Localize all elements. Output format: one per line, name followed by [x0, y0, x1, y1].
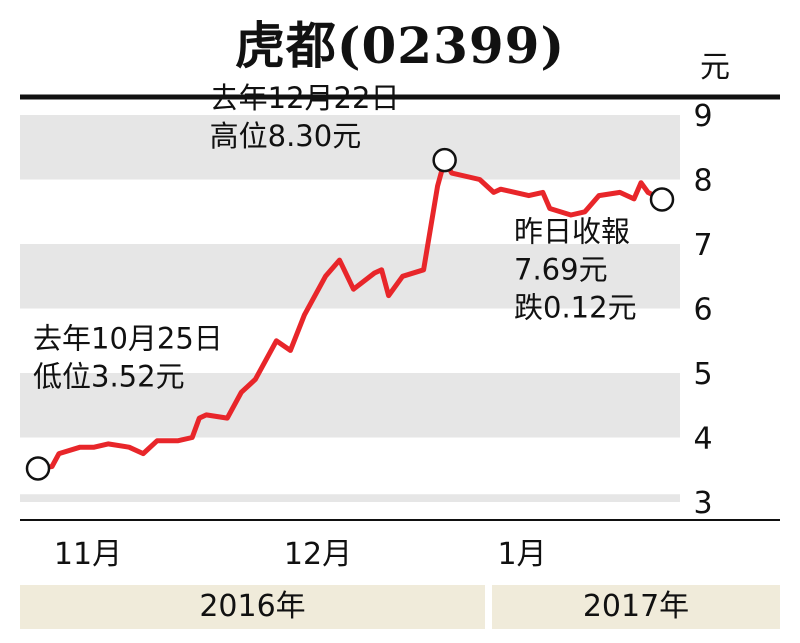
grid-band — [20, 373, 680, 438]
grid-bands — [20, 115, 680, 502]
annotation-text: 跌0.12元 — [514, 290, 637, 324]
y-tick-label: 4 — [693, 422, 712, 457]
y-tick-label: 7 — [693, 228, 712, 263]
y-tick-label: 5 — [693, 357, 712, 392]
x-tick-label: 1月 — [497, 537, 546, 572]
y-tick-label: 8 — [693, 164, 712, 199]
y-tick-labels: 3 4 5 6 7 8 9 — [693, 99, 712, 521]
annotation-marker — [432, 147, 457, 173]
x-tick-label: 11月 — [54, 537, 122, 572]
point-markers — [25, 147, 675, 481]
annotation-text: 去年12月22日 — [210, 81, 400, 115]
grid-band — [20, 115, 680, 180]
chart-title: 虎都(02399) — [234, 16, 566, 75]
annotation-marker — [649, 187, 675, 212]
annotation-text: 去年10月25日 — [33, 321, 223, 355]
grid-band — [20, 494, 680, 502]
x-tick-labels: 11月 12月 1月 — [54, 537, 547, 572]
annotation-marker — [25, 456, 51, 481]
price-line — [37, 157, 664, 471]
year-label-2017: 2017年 — [492, 585, 780, 629]
annotation-text: 昨日收報 — [514, 214, 630, 248]
annotation-text: 7.69元 — [514, 252, 608, 286]
y-tick-label: 9 — [693, 99, 712, 134]
y-tick-label: 3 — [693, 486, 712, 521]
y-unit-label: 元 — [700, 50, 730, 85]
x-tick-label: 12月 — [284, 537, 352, 572]
annotation-text: 低位3.52元 — [33, 359, 185, 393]
year-label-2016: 2016年 — [20, 585, 485, 629]
y-tick-label: 6 — [693, 293, 712, 328]
annotation-text: 高位8.30元 — [210, 119, 362, 153]
